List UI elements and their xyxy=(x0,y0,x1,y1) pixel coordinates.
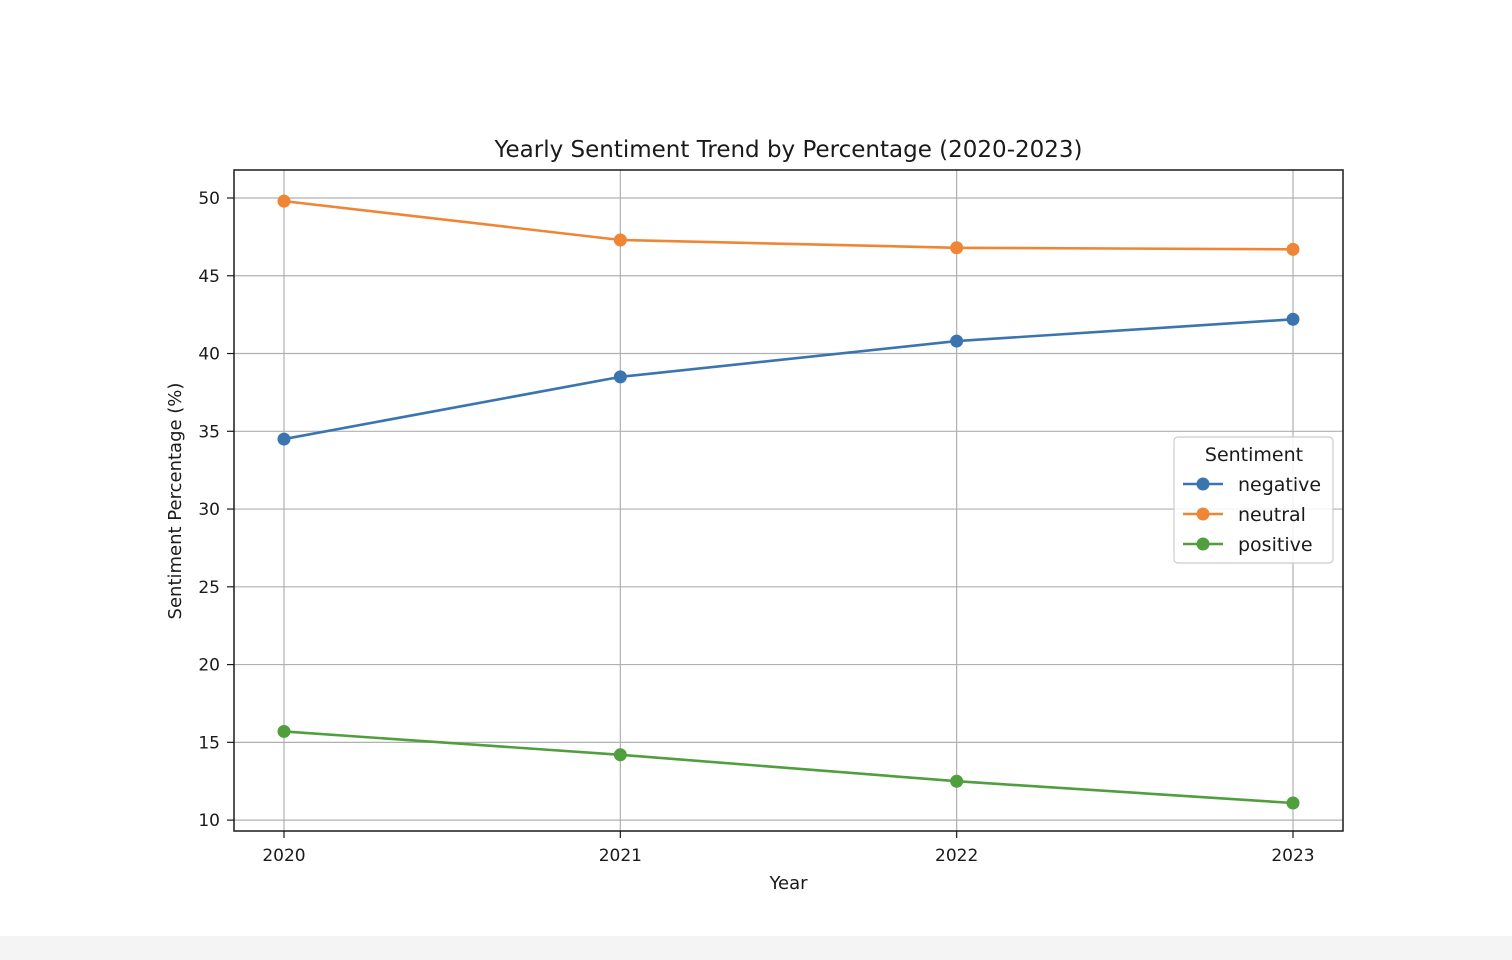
chart-title: Yearly Sentiment Trend by Percentage (20… xyxy=(494,137,1083,163)
grid xyxy=(234,170,1343,831)
data-point-positive xyxy=(277,724,291,738)
legend: Sentiment negative neutral positive xyxy=(1173,436,1334,564)
y-tick-label: 25 xyxy=(198,578,220,598)
x-tick-label: 2023 xyxy=(1271,846,1314,866)
axis-ticks: 2020 2021 2022 2023 10 15 20 25 30 35 40 45 50 xyxy=(198,189,1314,866)
data-point-positive xyxy=(1286,796,1300,810)
y-tick-label: 10 xyxy=(198,811,220,831)
legend-box xyxy=(1173,436,1334,564)
data-point-neutral xyxy=(277,194,291,208)
y-tick-label: 35 xyxy=(198,422,220,442)
data-point-negative xyxy=(613,370,627,384)
legend-label-positive: positive xyxy=(1238,534,1313,556)
legend-marker-neutral xyxy=(1196,507,1210,521)
x-tick-label: 2021 xyxy=(599,846,642,866)
y-tick-label: 40 xyxy=(198,345,220,365)
data-point-neutral xyxy=(613,233,627,247)
line-chart: 2020 2021 2022 2023 10 15 20 25 30 35 40 45 50 Yearl… xyxy=(165,137,1344,894)
series-group xyxy=(277,194,1300,810)
y-tick-label: 50 xyxy=(198,189,220,209)
legend-label-neutral: neutral xyxy=(1238,504,1306,526)
y-tick-label: 15 xyxy=(198,733,220,753)
plot-frame xyxy=(233,169,1344,832)
x-tick-label: 2022 xyxy=(935,846,978,866)
data-point-negative xyxy=(950,334,964,348)
legend-marker-negative xyxy=(1196,477,1210,491)
y-tick-label: 20 xyxy=(198,656,220,676)
data-point-positive xyxy=(613,748,627,762)
x-axis-label: Year xyxy=(768,873,808,894)
data-point-negative xyxy=(1286,312,1300,326)
legend-marker-positive xyxy=(1196,537,1210,551)
y-tick-label: 30 xyxy=(198,500,220,520)
series-line-positive xyxy=(283,730,1294,805)
x-tick-label: 2020 xyxy=(262,846,305,866)
data-point-neutral xyxy=(1286,242,1300,256)
data-point-neutral xyxy=(950,241,964,255)
y-tick-label: 45 xyxy=(198,267,220,287)
series-line-neutral xyxy=(283,199,1294,251)
legend-label-negative: negative xyxy=(1238,474,1321,496)
chart-canvas: 2020 2021 2022 2023 10 15 20 25 30 35 40 45 50 Yearl… xyxy=(0,0,1512,936)
legend-title: Sentiment xyxy=(1205,444,1303,466)
y-axis-label: Sentiment Percentage (%) xyxy=(165,383,186,620)
series-line-negative xyxy=(283,318,1294,441)
data-point-negative xyxy=(277,432,291,446)
data-point-positive xyxy=(950,774,964,788)
